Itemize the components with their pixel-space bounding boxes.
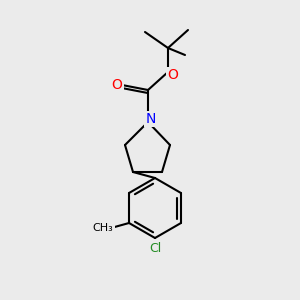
Text: N: N xyxy=(146,112,156,126)
Text: O: O xyxy=(112,78,122,92)
Text: O: O xyxy=(168,68,178,82)
Text: Cl: Cl xyxy=(149,242,161,254)
Text: CH₃: CH₃ xyxy=(93,223,113,233)
